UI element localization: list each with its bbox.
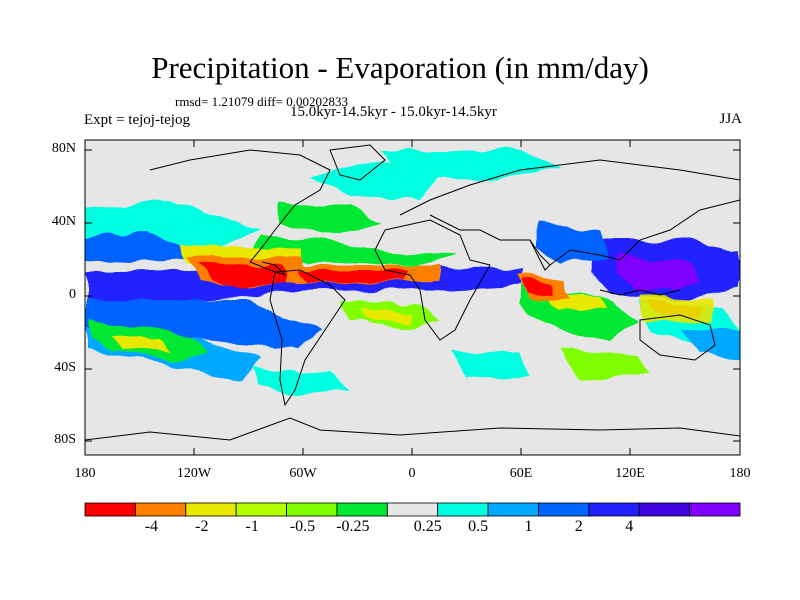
- indian-red: [520, 280, 552, 295]
- colorbar-swatch: [235, 502, 287, 517]
- north-america-coast: [149, 149, 331, 276]
- lat-label-0: 0: [69, 287, 76, 302]
- colorbar-label: 0.25: [413, 518, 442, 535]
- colorbar-swatch: [336, 502, 388, 517]
- west-pacific-purple: [615, 258, 700, 292]
- colorbar-swatch: [84, 502, 136, 517]
- lon-label-60e: 60E: [509, 466, 533, 481]
- greenland-coast: [329, 144, 386, 181]
- colorbar-swatch: [185, 502, 237, 517]
- lat-ticks: [85, 149, 740, 442]
- lon-label-120e: 120E: [615, 466, 645, 481]
- colorbar-swatch: [487, 502, 539, 517]
- lat-label-40n: 40N: [51, 214, 76, 229]
- rmsd-diff-stats: rmsd= 1.21079 diff= 0.00202833: [175, 94, 348, 109]
- south-atlantic-yellow: [360, 310, 410, 324]
- lon-label-60w: 60W: [289, 466, 317, 481]
- lat-label-40s: 40S: [54, 360, 76, 375]
- colorbar-swatch: [386, 502, 439, 517]
- south-america-coast: [269, 269, 346, 407]
- africa-coast: [374, 219, 491, 341]
- lat-label-80n: 80N: [51, 141, 76, 156]
- experiment-label: Expt = tejoj-tejog: [84, 112, 190, 128]
- north-atlantic-green: [280, 205, 380, 235]
- indonesia-coast: [599, 289, 681, 296]
- south-pacific-blue: [85, 300, 320, 350]
- lon-label-180-right: 180: [729, 466, 751, 481]
- colorbar-label: -0.25: [336, 518, 370, 535]
- colorbar-label: -0.5: [289, 518, 316, 535]
- atlantic-green: [250, 235, 460, 265]
- southern-ocean-cyan-2: [450, 350, 530, 378]
- colorbar-swatch: [437, 502, 489, 517]
- colorbar: [84, 502, 741, 517]
- colorbar-swatch: [638, 502, 691, 517]
- australia-east-cyan: [680, 330, 740, 360]
- pe-field: [85, 150, 740, 395]
- asia-monsoon-blue: [535, 225, 610, 262]
- maritime-yellow: [640, 295, 712, 322]
- atlantic-red: [300, 270, 410, 284]
- colorbar-swatch: [286, 502, 338, 517]
- southern-ocean-green: [560, 350, 650, 378]
- colorbar-swatch: [689, 502, 741, 517]
- europe-asia-coast: [399, 159, 740, 266]
- colorbar-label: 2: [574, 518, 583, 535]
- north-pacific-blue: [85, 232, 200, 262]
- lon-label-120w: 120W: [176, 466, 212, 481]
- antarctica-coast: [85, 417, 740, 441]
- colorbar-label: 1: [524, 518, 533, 535]
- india-coast: [529, 239, 551, 271]
- colorbar-label: 4: [625, 518, 634, 535]
- colorbar-label: -2: [195, 518, 209, 535]
- arctic-cyan: [380, 150, 560, 180]
- period-label: 15.0kyr-14.5kyr - 15.0kyr-14.5kyr: [290, 104, 497, 120]
- australia-coast: [639, 314, 716, 361]
- colorbar-swatch: [134, 502, 187, 517]
- colorbar-label: -4: [144, 518, 159, 535]
- lon-label-180-left: 180: [74, 466, 96, 481]
- lon-ticks: [193, 140, 631, 455]
- lon-label-0: 0: [408, 466, 416, 481]
- colorbar-label: -1: [245, 518, 259, 535]
- south-pacific-yellow: [110, 335, 170, 352]
- coastlines: [85, 144, 740, 441]
- lat-label-80s: 80S: [54, 432, 76, 447]
- season-label: JJA: [719, 111, 742, 127]
- colorbar-swatch: [588, 502, 640, 517]
- southern-ocean-cyan: [250, 370, 350, 395]
- colorbar-swatch: [538, 502, 590, 517]
- figure-title: Precipitation - Evaporation (in mm/day): [151, 50, 649, 85]
- colorbar-label: 0.5: [468, 518, 489, 535]
